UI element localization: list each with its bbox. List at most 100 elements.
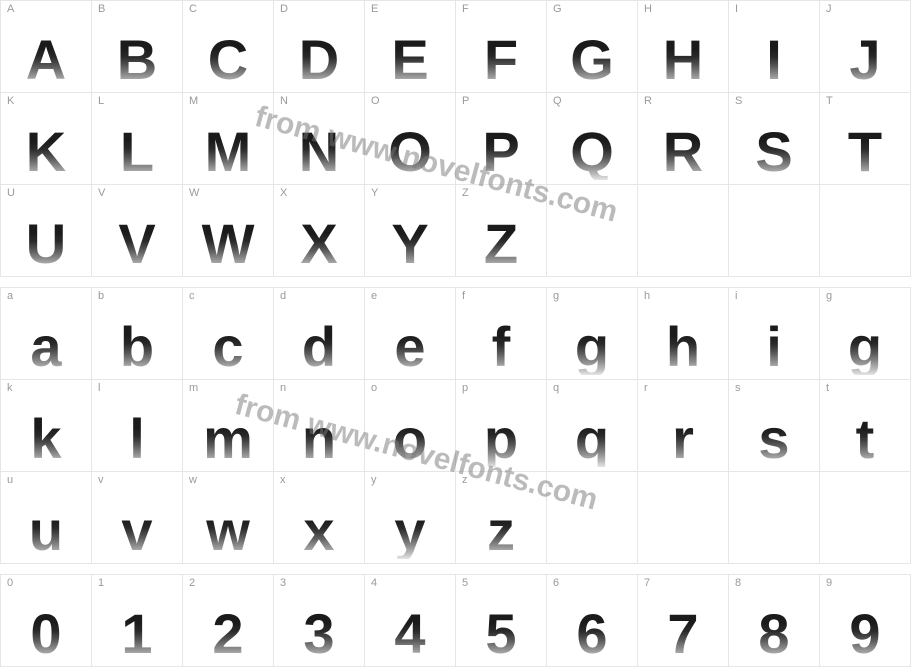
uppercase-cell: LL (92, 93, 183, 185)
lowercase-cell: dd (274, 288, 365, 380)
cell-label: r (644, 382, 648, 394)
cell-label: i (735, 290, 737, 302)
glyph: 6 (547, 606, 637, 662)
cell-label: Y (371, 187, 378, 199)
lowercase-cell: xx (274, 472, 365, 564)
cell-label: 5 (462, 577, 468, 589)
uppercase-cell: YY (365, 185, 456, 277)
glyph: J (820, 32, 910, 88)
glyph: e (365, 319, 455, 375)
glyph: o (365, 411, 455, 467)
glyph: E (365, 32, 455, 88)
lowercase-cell: tt (820, 380, 911, 472)
lowercase-cell: uu (1, 472, 92, 564)
glyph: Z (456, 216, 546, 272)
lowercase-cell: ss (729, 380, 820, 472)
glyph: M (183, 124, 273, 180)
cell-label: y (371, 474, 377, 486)
lowercase-cell: yy (365, 472, 456, 564)
glyph: U (1, 216, 91, 272)
uppercase-cell: MM (183, 93, 274, 185)
cell-label: 3 (280, 577, 286, 589)
lowercase-cell: ee (365, 288, 456, 380)
glyph: 8 (729, 606, 819, 662)
cell-label: M (189, 95, 198, 107)
cell-label: K (7, 95, 14, 107)
cell-label: a (7, 290, 13, 302)
glyph: x (274, 503, 364, 559)
cell-label: g (826, 290, 832, 302)
glyph: I (729, 32, 819, 88)
cell-label: x (280, 474, 286, 486)
cell-label: A (7, 3, 14, 15)
cell-label: W (189, 187, 199, 199)
cell-label: 6 (553, 577, 559, 589)
cell-label: m (189, 382, 198, 394)
glyph: w (183, 503, 273, 559)
uppercase-cell: UU (1, 185, 92, 277)
digits-cell: 66 (547, 575, 638, 667)
cell-label: c (189, 290, 195, 302)
cell-label: U (7, 187, 15, 199)
glyph: u (1, 503, 91, 559)
cell-label: 9 (826, 577, 832, 589)
glyph: G (547, 32, 637, 88)
glyph: q (547, 411, 637, 467)
glyph: P (456, 124, 546, 180)
cell-label: S (735, 95, 742, 107)
cell-label: e (371, 290, 377, 302)
lowercase-cell (820, 472, 911, 564)
lowercase-cell: ii (729, 288, 820, 380)
cell-label: T (826, 95, 833, 107)
cell-label: s (735, 382, 741, 394)
cell-label: P (462, 95, 469, 107)
glyph: C (183, 32, 273, 88)
cell-label: w (189, 474, 197, 486)
glyph: 0 (1, 606, 91, 662)
glyph: H (638, 32, 728, 88)
lowercase-cell: gg (547, 288, 638, 380)
uppercase-cell: OO (365, 93, 456, 185)
cell-label: u (7, 474, 13, 486)
uppercase-grid: AABBCCDDEEFFGGHHIIJJKKLLMMNNOOPPQQRRSSTT… (0, 0, 911, 277)
lowercase-cell: pp (456, 380, 547, 472)
cell-label: p (462, 382, 468, 394)
uppercase-cell (547, 185, 638, 277)
uppercase-cell: EE (365, 1, 456, 93)
glyph: Q (547, 124, 637, 180)
cell-label: Z (462, 187, 469, 199)
cell-label: f (462, 290, 465, 302)
uppercase-cell: CC (183, 1, 274, 93)
lowercase-cell: nn (274, 380, 365, 472)
cell-label: b (98, 290, 104, 302)
cell-label: D (280, 3, 288, 15)
uppercase-cell: XX (274, 185, 365, 277)
cell-label: G (553, 3, 562, 15)
lowercase-cell: kk (1, 380, 92, 472)
row-gap (0, 564, 911, 574)
cell-label: L (98, 95, 104, 107)
lowercase-cell: ff (456, 288, 547, 380)
uppercase-cell: QQ (547, 93, 638, 185)
glyph: V (92, 216, 182, 272)
glyph: R (638, 124, 728, 180)
digits-cell: 77 (638, 575, 729, 667)
cell-label: o (371, 382, 377, 394)
cell-label: Q (553, 95, 562, 107)
digits-cell: 55 (456, 575, 547, 667)
cell-label: 0 (7, 577, 13, 589)
glyph: f (456, 319, 546, 375)
digits-cell: 44 (365, 575, 456, 667)
cell-label: z (462, 474, 468, 486)
digits-grid: 00112233445566778899 (0, 574, 911, 667)
lowercase-cell: mm (183, 380, 274, 472)
glyph: A (1, 32, 91, 88)
lowercase-cell: zz (456, 472, 547, 564)
cell-label: C (189, 3, 197, 15)
uppercase-cell (729, 185, 820, 277)
uppercase-cell: AA (1, 1, 92, 93)
cell-label: v (98, 474, 104, 486)
glyph: S (729, 124, 819, 180)
cell-label: I (735, 3, 738, 15)
glyph: 9 (820, 606, 910, 662)
